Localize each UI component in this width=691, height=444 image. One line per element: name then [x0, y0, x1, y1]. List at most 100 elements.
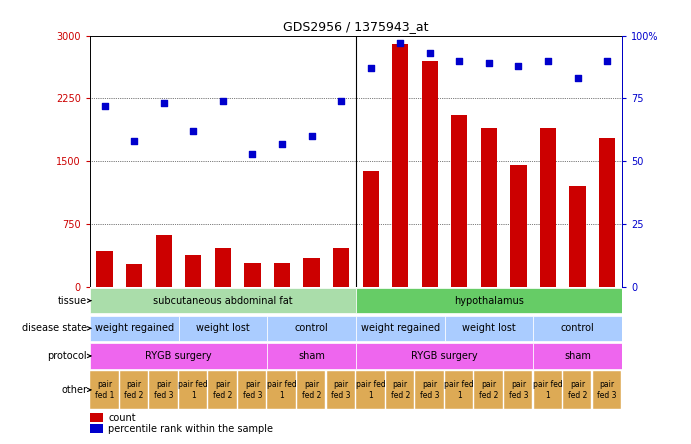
Bar [533, 371, 562, 409]
Text: sham: sham [298, 351, 325, 361]
Text: pair fed
1: pair fed 1 [267, 380, 297, 400]
Text: pair
fed 2: pair fed 2 [479, 380, 499, 400]
Bar [327, 371, 355, 409]
Text: pair
fed 1: pair fed 1 [95, 380, 114, 400]
Text: pair fed
1: pair fed 1 [533, 380, 563, 400]
Text: control: control [294, 323, 328, 333]
Text: pair fed
1: pair fed 1 [444, 380, 474, 400]
Bar [540, 128, 556, 287]
Bar [90, 413, 103, 422]
Bar [569, 186, 586, 287]
Point [188, 127, 199, 135]
Text: RYGB surgery: RYGB surgery [411, 351, 478, 361]
Bar [178, 316, 267, 341]
Bar [90, 343, 267, 369]
Point [99, 102, 110, 109]
Bar [120, 371, 148, 409]
Bar [90, 316, 178, 341]
Text: pair
fed 2: pair fed 2 [213, 380, 233, 400]
Bar [422, 61, 438, 287]
Text: pair
fed 3: pair fed 3 [243, 380, 262, 400]
Text: tissue: tissue [58, 296, 87, 305]
Text: weight lost: weight lost [462, 323, 515, 333]
Text: pair
fed 2: pair fed 2 [302, 380, 321, 400]
Text: weight lost: weight lost [196, 323, 249, 333]
Bar [533, 343, 622, 369]
Title: GDS2956 / 1375943_at: GDS2956 / 1375943_at [283, 20, 428, 33]
Text: weight regained: weight regained [95, 323, 173, 333]
Bar [179, 371, 207, 409]
Point [424, 50, 435, 57]
Bar [126, 264, 142, 287]
Bar [274, 262, 290, 287]
Point [336, 97, 347, 104]
Bar [511, 165, 527, 287]
Bar [238, 371, 266, 409]
Point [217, 97, 228, 104]
Bar [356, 316, 444, 341]
Point [454, 57, 465, 64]
Point [129, 138, 140, 145]
Bar [386, 371, 414, 409]
Point [542, 57, 553, 64]
Text: pair
fed 2: pair fed 2 [124, 380, 144, 400]
Text: hypothalamus: hypothalamus [454, 296, 524, 305]
Bar [90, 288, 356, 313]
Point [276, 140, 287, 147]
Bar [392, 44, 408, 287]
Bar [481, 128, 497, 287]
Bar [97, 251, 113, 287]
Bar [155, 235, 172, 287]
Bar [445, 371, 473, 409]
Bar [563, 371, 591, 409]
Bar [333, 248, 349, 287]
Text: pair
fed 3: pair fed 3 [509, 380, 528, 400]
Point [365, 65, 376, 72]
Point [572, 75, 583, 82]
Text: count: count [108, 412, 136, 423]
Text: sham: sham [564, 351, 591, 361]
Text: percentile rank within the sample: percentile rank within the sample [108, 424, 274, 434]
Text: pair
fed 3: pair fed 3 [332, 380, 351, 400]
Bar [90, 424, 103, 433]
Bar [593, 371, 621, 409]
Bar [209, 371, 237, 409]
Text: protocol: protocol [48, 351, 87, 361]
Point [395, 40, 406, 47]
Text: pair
fed 2: pair fed 2 [390, 380, 410, 400]
Bar [297, 371, 325, 409]
Bar [451, 115, 467, 287]
Bar [533, 316, 622, 341]
Point [158, 100, 169, 107]
Bar [356, 288, 622, 313]
Bar [415, 371, 444, 409]
Bar [504, 371, 532, 409]
Bar [267, 343, 356, 369]
Bar [185, 255, 201, 287]
Text: weight regained: weight regained [361, 323, 439, 333]
Bar [475, 371, 503, 409]
Bar [356, 343, 533, 369]
Point [513, 62, 524, 69]
Bar [245, 263, 261, 287]
Text: pair
fed 3: pair fed 3 [598, 380, 617, 400]
Text: RYGB surgery: RYGB surgery [145, 351, 212, 361]
Text: pair
fed 2: pair fed 2 [568, 380, 587, 400]
Bar [267, 316, 356, 341]
Bar [267, 371, 296, 409]
Bar [356, 371, 384, 409]
Point [602, 57, 613, 64]
Bar [599, 138, 615, 287]
Bar [363, 171, 379, 287]
Bar [303, 258, 320, 287]
Text: subcutaneous abdominal fat: subcutaneous abdominal fat [153, 296, 293, 305]
Bar [149, 371, 178, 409]
Bar [215, 248, 231, 287]
Point [306, 132, 317, 139]
Text: pair fed
1: pair fed 1 [356, 380, 386, 400]
Point [483, 59, 494, 67]
Bar [90, 371, 118, 409]
Text: control: control [560, 323, 594, 333]
Text: other: other [61, 385, 87, 395]
Text: pair fed
1: pair fed 1 [178, 380, 208, 400]
